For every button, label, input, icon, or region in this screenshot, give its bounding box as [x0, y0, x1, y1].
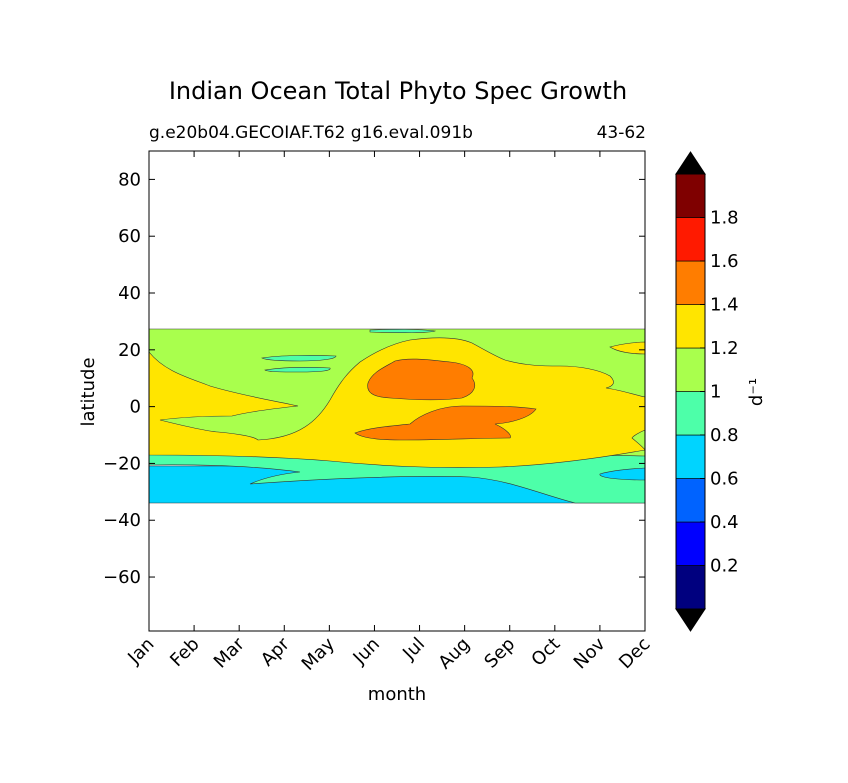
y-tick-label: −40 — [103, 510, 141, 531]
y-axis-label: latitude — [78, 357, 99, 426]
colorbar-extend-high — [675, 151, 706, 175]
y-tick-label: −60 — [103, 567, 141, 588]
colorbar-tick-label: 1.4 — [710, 295, 739, 316]
colorbar-segment — [675, 304, 706, 349]
x-tick-label: Feb — [166, 634, 203, 671]
y-tick-label: 20 — [118, 340, 141, 361]
x-tick-label: Dec — [615, 634, 654, 673]
colorbar-label: d⁻¹ — [746, 378, 767, 406]
y-tick-label: −20 — [103, 453, 141, 474]
x-tick-label: Sep — [480, 634, 519, 673]
contour-island-0.8-1.0-a — [261, 355, 337, 362]
contour-region-1.2-1.4 — [148, 337, 646, 468]
colorbar-tick-label: 1.6 — [710, 251, 739, 272]
x-tick-label: Aug — [434, 634, 474, 674]
colorbar-tick-label: 0.4 — [710, 512, 739, 533]
y-tick-label: 60 — [118, 226, 141, 247]
y-tick-label: 80 — [118, 169, 141, 190]
contour-region-1.4-1.6-north — [367, 358, 475, 401]
colorbar-tick-label: 1.2 — [710, 338, 739, 359]
y-tick-label: 0 — [130, 397, 141, 418]
x-tick-label: Nov — [570, 633, 610, 673]
colorbar-segment — [675, 391, 706, 436]
colorbar-segment — [675, 521, 706, 566]
colorbar-segment — [675, 478, 706, 523]
colorbar-segment — [675, 173, 706, 218]
contour-fill-group — [148, 328, 646, 504]
chart-subtitle-left: g.e20b04.GECOIAF.T62 g16.eval.091b — [149, 123, 473, 143]
colorbar-segment — [675, 565, 706, 610]
colorbar-extend-low — [675, 608, 706, 632]
colorbar-segment — [675, 260, 706, 305]
x-tick-label: Oct — [527, 634, 564, 671]
x-tick-label: Jun — [349, 634, 384, 669]
colorbar-segment — [675, 347, 706, 392]
contour-island-0.8-1.0-c — [369, 329, 437, 333]
colorbar-segment — [675, 434, 706, 479]
x-tick-label: Apr — [257, 633, 294, 670]
plot-frame — [148, 150, 646, 632]
colorbar: 0.2 0.4 0.6 0.8 1 1.2 1.4 1.6 1.8 — [675, 151, 739, 632]
colorbar-tick-label: 1.8 — [710, 208, 739, 229]
colorbar-segment — [675, 217, 706, 262]
chart-subtitle-right: 43-62 — [597, 123, 646, 143]
plot-area: 80 60 40 20 0 −20 −40 −60 Jan Feb Mar Apr May Jun Jul… — [103, 150, 655, 675]
contour-region-1.4-1.6-south — [354, 405, 537, 441]
chart-title: Indian Ocean Total Phyto Spec Growth — [169, 77, 627, 105]
y-axis: 80 60 40 20 0 −20 −40 −60 — [103, 169, 645, 588]
colorbar-tick-label: 1 — [710, 382, 721, 403]
x-tick-label: Mar — [210, 633, 249, 672]
y-tick-label: 40 — [118, 283, 141, 304]
colorbar-tick-label: 0.2 — [710, 556, 739, 577]
x-axis-label: month — [368, 684, 426, 705]
x-tick-label: Jul — [398, 634, 429, 665]
colorbar-tick-label: 0.6 — [710, 469, 739, 490]
x-tick-label: Jan — [123, 634, 158, 669]
contour-island-0.8-1.0-b — [264, 367, 331, 373]
contour-region-0.8-1.0 — [148, 453, 646, 504]
colorbar-tick-label: 0.8 — [710, 425, 739, 446]
x-tick-label: May — [298, 633, 339, 674]
